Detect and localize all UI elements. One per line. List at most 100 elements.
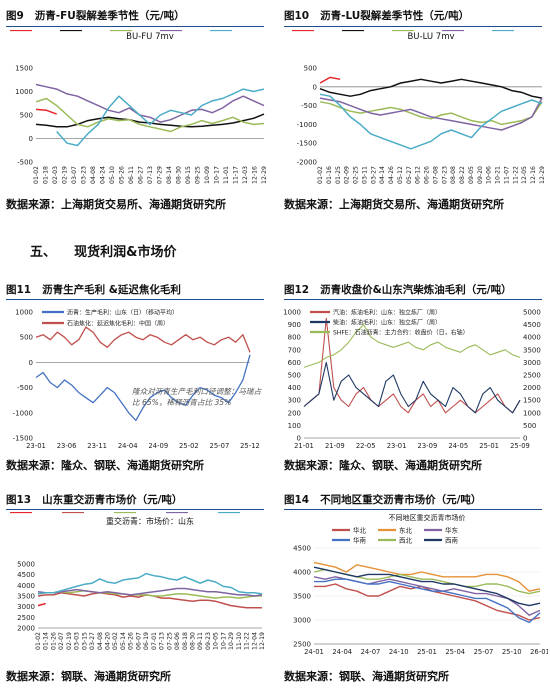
fig11-svg: -1500 -1000 -500 0 500 1000 23-01 23-06 23-11 24-… bbox=[13, 309, 263, 451]
fig13-xtick-2: 01-26 bbox=[50, 632, 57, 650]
fig10-ytick-1: -1500 bbox=[297, 140, 317, 148]
fig13-xtick-1: 01-14 bbox=[43, 632, 50, 650]
fig9-xtick-0: 01-02 bbox=[33, 166, 40, 184]
fig9-legend-label-3: 2022 bbox=[185, 30, 203, 32]
fig12-ytick-7: 700 bbox=[288, 346, 301, 354]
fig11-annotation-0: 隆众对沥青生产毛利口径调整：马瑞占 bbox=[132, 387, 262, 396]
fig10-xtick-12: 06-26 bbox=[424, 166, 431, 184]
fig9-xtick-6: 04-08 bbox=[90, 166, 97, 184]
fig9-xtick-16: 09-15 bbox=[185, 166, 192, 184]
fig14-svg: 不同地区重交沥青市场价 2500 3000 3500 4000 4500 24-01 24-0… bbox=[293, 513, 548, 656]
fig14-xtick-3: 24-10 bbox=[389, 648, 409, 656]
fig9-xtick-12: 07-13 bbox=[147, 166, 154, 184]
fig12-source: 数据来源：隆众、钢联、海通期货研究所 bbox=[284, 459, 482, 472]
fig12-ytick-3: 300 bbox=[288, 397, 301, 405]
fig12-xtick-3: 23-01 bbox=[387, 442, 407, 450]
fig12-series-2 bbox=[303, 324, 521, 368]
fig14-chart-title: 不同地区重交沥青市场价 bbox=[389, 513, 466, 522]
fig13-xtick-26: 11-10 bbox=[236, 632, 243, 650]
fig11-ytick-0: -1500 bbox=[13, 435, 33, 443]
fig14-xtick-8: 26-01 bbox=[530, 648, 548, 656]
fig9-chart: BU-FU 7mv -500 0 500 1000 1500 01-02 01-18 02-03… bbox=[2, 30, 270, 190]
fig14-series-0 bbox=[314, 583, 541, 621]
fig9-xtick-23: 12-16 bbox=[252, 166, 259, 184]
fig13-xtick-6: 03-15 bbox=[81, 632, 88, 650]
fig10-legend-label-1: 2024 bbox=[367, 30, 385, 32]
fig12-ytick-2: 200 bbox=[288, 409, 301, 417]
fig12-ytick-right-8: 4000 bbox=[523, 334, 541, 342]
fig12-series-1 bbox=[303, 361, 521, 414]
fig13-xtick-20: 08-30 bbox=[189, 632, 196, 650]
fig9-ytick-0: -500 bbox=[17, 159, 33, 167]
fig9-chart-title: BU-FU 7mv bbox=[126, 32, 174, 42]
fig13-xtick-7: 03-27 bbox=[89, 632, 96, 650]
fig11-series-1 bbox=[35, 326, 251, 353]
fig10-series-0 bbox=[319, 76, 341, 84]
fig13-series-0 bbox=[37, 602, 46, 607]
fig10-chart: BU-LU 7mv -2000 -1500 -1000 -500 0 500 01-02 01-… bbox=[280, 30, 548, 190]
fig9-svg: BU-FU 7mv -500 0 500 1000 1500 01-02 01-18 02-03… bbox=[10, 30, 268, 184]
fig10-legend-label-4: 2021 bbox=[517, 30, 535, 32]
fig10-xtick-9: 05-12 bbox=[397, 166, 404, 184]
fig11-source: 数据来源：隆众、钢联、海通期货研究所 bbox=[6, 459, 204, 472]
fig13-xtick-25: 10-29 bbox=[228, 632, 235, 650]
fig9-series-3 bbox=[35, 83, 265, 123]
fig14-series-3 bbox=[314, 578, 541, 624]
fig14-xtick-4: 25-01 bbox=[417, 648, 437, 656]
fig11-chart: -1500 -1000 -500 0 500 1000 23-01 23-06 23-11 24-… bbox=[2, 302, 270, 451]
fig13-legend-label-3: 2023 bbox=[191, 512, 209, 514]
fig13-xtick-0: 01-02 bbox=[35, 632, 42, 650]
fig10-legend-label-2: 2023 bbox=[417, 30, 435, 32]
fig13-xtick-13: 06-07 bbox=[135, 632, 142, 650]
fig12-ytick-8: 800 bbox=[288, 334, 301, 342]
fig12-ytick-0: 0 bbox=[297, 435, 301, 443]
fig10-chart-title: BU-LU 7mv bbox=[407, 32, 454, 42]
fig12-legend-label-2: SHFE：石油沥青：主力合约：收盘价（日，右轴） bbox=[333, 329, 469, 337]
fig9-title: 图9 沥青-FU裂解差季节性（元/吨） bbox=[6, 10, 185, 22]
fig13-xtick-23: 10-05 bbox=[213, 632, 220, 650]
fig11-ytick-1: -1000 bbox=[13, 409, 33, 417]
fig9-xtick-15: 08-30 bbox=[176, 166, 183, 184]
fig12-ytick-right-10: 5000 bbox=[523, 309, 541, 317]
fig13-xtick-15: 07-01 bbox=[151, 632, 158, 650]
fig14-legend-label-2: 华东 bbox=[445, 526, 459, 535]
fig11-annotation-1: 比 65%，稀释沥青占比 35% bbox=[132, 398, 231, 407]
fig10-xtick-21: 11-07 bbox=[503, 166, 510, 184]
fig11-xtick-3: 24-04 bbox=[118, 442, 138, 450]
fig10-ytick-0: -2000 bbox=[297, 159, 317, 167]
fig13-xtick-21: 09-11 bbox=[197, 632, 204, 650]
fig9-ytick-4: 1500 bbox=[15, 65, 33, 73]
fig13-xtick-22: 09-23 bbox=[205, 632, 212, 650]
fig13-ytick-3: 3500 bbox=[17, 593, 35, 601]
fig10-xtick-8: 04-26 bbox=[388, 166, 395, 184]
fig13-legend-label-1: 2025 bbox=[87, 512, 105, 514]
fig10-xtick-5: 03-11 bbox=[361, 166, 368, 184]
section-heading: 五、 现货利润&市场价 bbox=[30, 245, 177, 260]
fig10-xtick-22: 11-22 bbox=[512, 166, 519, 184]
fig13-xtick-3: 02-07 bbox=[58, 632, 65, 650]
fig13-xtick-9: 04-20 bbox=[105, 632, 112, 650]
fig9-xtick-9: 05-26 bbox=[119, 166, 126, 184]
fig13-ytick-5: 4500 bbox=[17, 571, 35, 579]
fig14-legend-label-1: 东北 bbox=[399, 526, 413, 535]
fig13-legend-label-0: 2026 bbox=[35, 512, 53, 514]
fig10-ytick-3: -500 bbox=[301, 102, 317, 110]
fig9-xtick-10: 06-11 bbox=[128, 166, 135, 184]
fig10-xtick-1: 01-16 bbox=[326, 166, 333, 184]
fig10-legend-label-3: 2022 bbox=[467, 30, 485, 32]
fig13-xtick-14: 06-19 bbox=[143, 632, 150, 650]
fig14-xtick-0: 24-01 bbox=[304, 648, 324, 656]
fig9-series-0 bbox=[35, 108, 57, 115]
fig10-xtick-3: 02-09 bbox=[344, 166, 351, 184]
fig14-legend-label-5: 西南 bbox=[445, 536, 459, 545]
fig13-svg: 重交沥青：市场价：山东 2000 2500 3000 3500 4000 4500 5000 0… bbox=[10, 512, 266, 650]
fig12-ytick-1: 100 bbox=[288, 422, 301, 430]
fig12-ytick-right-6: 3000 bbox=[523, 359, 541, 367]
fig10-xtick-2: 01-25 bbox=[335, 166, 342, 184]
fig9-xtick-11: 06-27 bbox=[138, 166, 145, 184]
fig13-ytick-2: 3000 bbox=[17, 603, 35, 611]
fig12-ytick-right-5: 2500 bbox=[523, 372, 541, 380]
fig10-source: 数据来源：上海期货交易所、海通期货研究所 bbox=[284, 198, 504, 211]
fig13-series-4 bbox=[37, 572, 263, 595]
fig9-xtick-1: 01-18 bbox=[43, 166, 50, 184]
